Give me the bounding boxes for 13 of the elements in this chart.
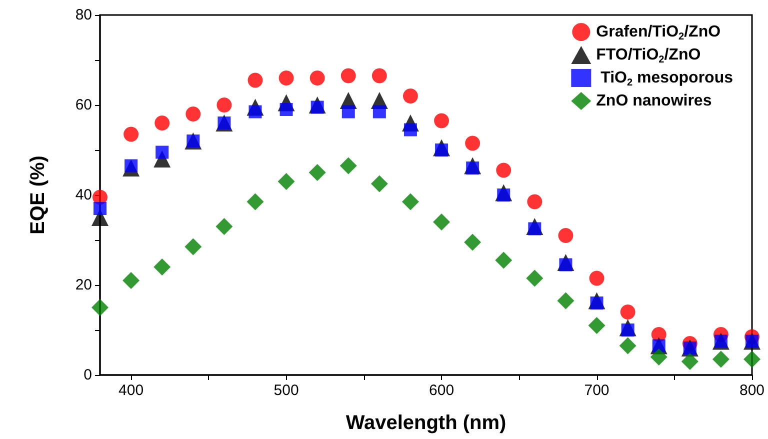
- y-tick-label: 80: [75, 6, 92, 24]
- x-tick-label: 400: [118, 382, 144, 399]
- y-tick-label: 60: [75, 96, 92, 114]
- legend-label: ZnO nanowires: [596, 92, 712, 110]
- y-tick-label: 0: [84, 366, 92, 384]
- y-axis-title: EQE (%): [27, 156, 49, 234]
- x-tick-label: 800: [739, 382, 765, 399]
- x-axis-title: Wavelength (nm): [346, 412, 506, 434]
- y-tick-label: 20: [75, 276, 92, 294]
- x-tick-label: 700: [584, 382, 610, 399]
- x-tick-label: 500: [274, 382, 299, 399]
- y-tick-label: 40: [75, 186, 92, 204]
- x-tick-label: 600: [429, 382, 454, 399]
